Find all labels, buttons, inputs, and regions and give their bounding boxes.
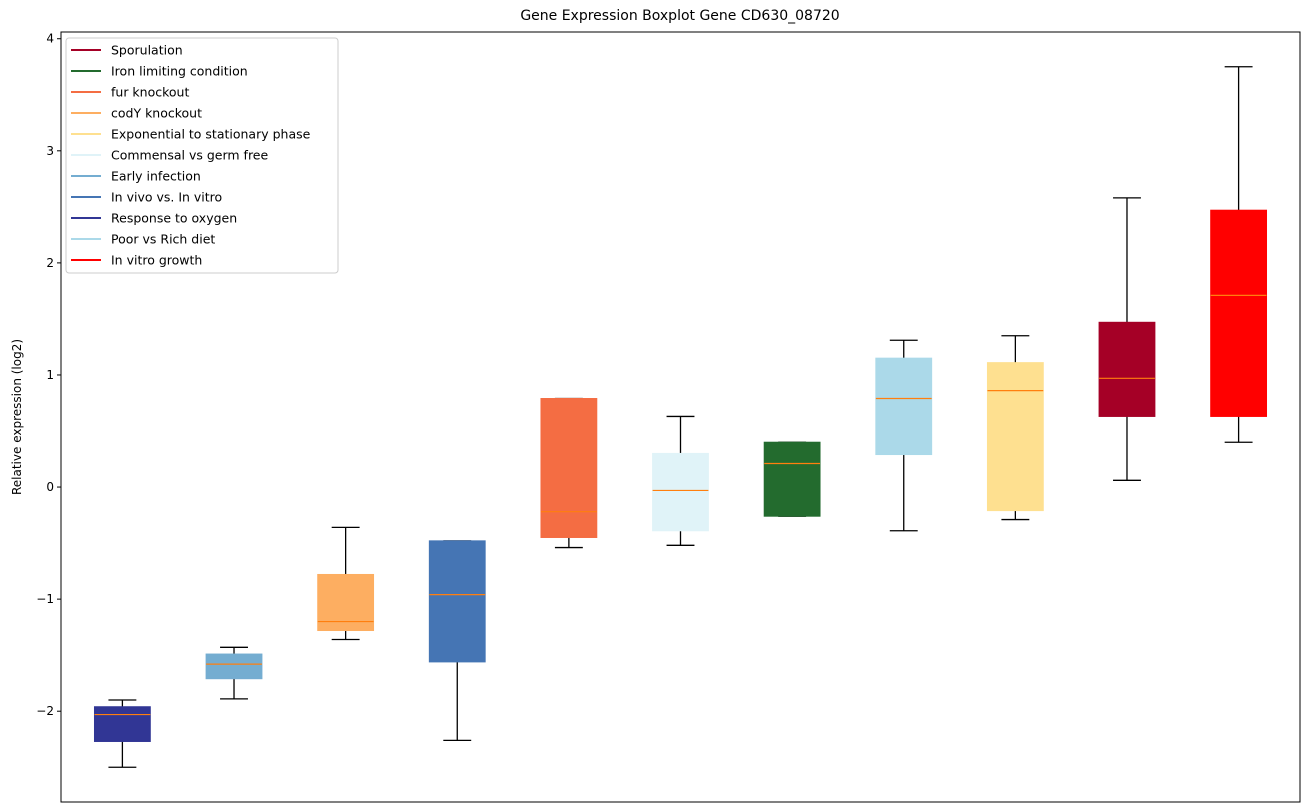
y-tick-label: 3	[46, 144, 54, 158]
y-tick-label: 4	[46, 32, 54, 46]
box-group	[1098, 197, 1156, 481]
box-iqr	[875, 357, 933, 456]
legend-label: codY knockout	[111, 106, 202, 121]
legend-item: Sporulation	[71, 43, 183, 58]
box-group	[428, 540, 486, 742]
y-tick-label: −1	[36, 592, 54, 606]
legend-label: In vivo vs. In vitro	[111, 190, 222, 205]
legend-label: Iron limiting condition	[111, 64, 248, 79]
legend-item: codY knockout	[71, 106, 202, 121]
box-iqr	[540, 398, 598, 538]
box-group	[1210, 66, 1268, 443]
box-group	[540, 397, 598, 549]
box-group	[317, 526, 375, 641]
box-iqr	[428, 540, 486, 663]
box-iqr	[986, 362, 1044, 512]
legend-item: In vivo vs. In vitro	[71, 190, 222, 205]
legend-label: Early infection	[111, 169, 201, 184]
legend-item: Commensal vs germ free	[71, 148, 268, 163]
y-tick-label: −2	[36, 704, 54, 718]
legend-item: Response to oxygen	[71, 211, 237, 226]
legend-label: Poor vs Rich diet	[111, 232, 215, 247]
y-axis-label: Relative expression (log2)	[10, 339, 24, 495]
y-tick-label: 1	[46, 368, 54, 382]
chart-title: Gene Expression Boxplot Gene CD630_08720	[520, 8, 839, 24]
legend-item: Iron limiting condition	[71, 64, 248, 79]
box-iqr	[93, 706, 151, 742]
legend-label: Response to oxygen	[111, 211, 237, 226]
box-group	[875, 339, 933, 532]
legend: Sporulation Iron limiting condition fur kn…	[65, 37, 339, 274]
legend-item: In vitro growth	[71, 253, 202, 268]
legend-label: Exponential to stationary phase	[111, 127, 311, 142]
legend-item: Early infection	[71, 169, 201, 184]
y-axis: −2 −1 0 1 2 3 4	[36, 32, 61, 718]
legend-item: Exponential to stationary phase	[71, 127, 311, 142]
axes-frame	[60, 31, 1301, 803]
y-tick-label: 0	[46, 480, 54, 494]
box-iqr	[652, 452, 709, 532]
legend-box	[65, 37, 339, 274]
legend-item: fur knockout	[71, 85, 189, 100]
y-tick-label: 2	[46, 256, 54, 270]
box-group	[652, 415, 709, 546]
boxes-layer	[93, 66, 1268, 768]
box-iqr	[205, 653, 263, 680]
legend-label: Commensal vs germ free	[111, 148, 268, 163]
box-group	[205, 646, 263, 700]
legend-item: Poor vs Rich diet	[71, 232, 215, 247]
box-group	[763, 441, 821, 517]
box-iqr	[763, 441, 821, 517]
legend-label: Sporulation	[111, 43, 183, 58]
box-group	[93, 699, 151, 768]
legend-label: In vitro growth	[111, 253, 202, 268]
box-iqr	[1098, 321, 1156, 417]
legend-label: fur knockout	[111, 85, 189, 100]
box-iqr	[1210, 209, 1268, 417]
box-group	[986, 335, 1044, 521]
